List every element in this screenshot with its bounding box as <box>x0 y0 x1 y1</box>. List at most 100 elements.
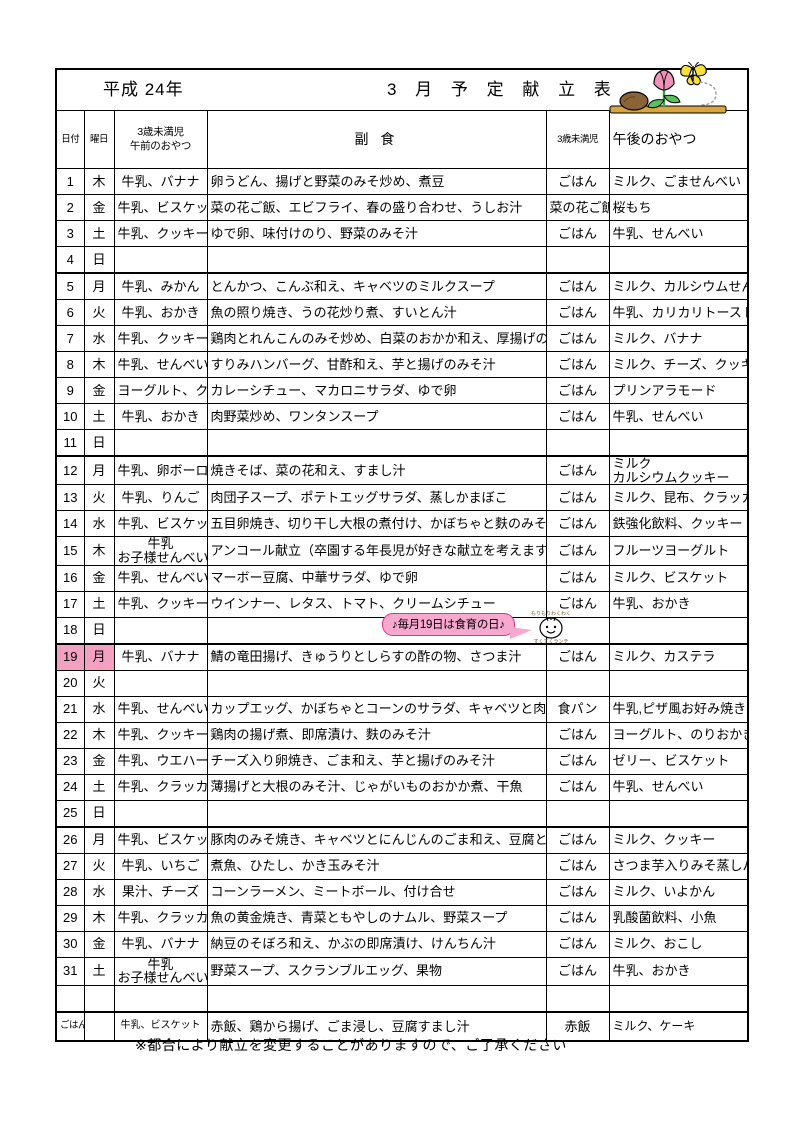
cell-main-dish: マーボー豆腐、中華サラダ、ゆで卵 <box>206 564 547 592</box>
table-row: 24土牛乳、クラッカー薄揚げと大根のみそ汁、じゃがいものおかか煮、干魚ごはん牛乳… <box>55 773 749 801</box>
cell-afternoon-snack: 牛乳、カリカリトースト <box>608 299 749 326</box>
cell-morning-snack: 牛乳、せんべい <box>113 351 208 378</box>
cell-day <box>83 1010 115 1042</box>
cell-staple <box>545 669 610 697</box>
cell-morning-snack: 牛乳、クッキー <box>113 220 208 247</box>
cell-afternoon-snack: ミルク、クッキー <box>608 826 749 854</box>
butterfly-icon <box>680 60 707 86</box>
cell-main-dish: 鯖の竜田揚げ、きゅうりとしらすの酢の物、さつま汁 <box>206 643 547 671</box>
cell-day: 月 <box>83 643 115 671</box>
cell-day: 土 <box>83 403 115 430</box>
cell-day: 月 <box>83 826 115 854</box>
cell-main-dish: 煮魚、ひたし、かき玉みそ汁 <box>206 852 547 880</box>
cell-staple: ごはん <box>545 721 610 749</box>
header-day: 曜日 <box>83 110 115 169</box>
cell-main-dish: コーンラーメン、ミートボール、付け合せ <box>206 878 547 906</box>
cell-morning-snack: 牛乳、ビスケット <box>113 826 208 854</box>
cell-date: 8 <box>55 351 85 378</box>
table-row: 9金ヨーグルト、クッキーカレーシチュー、マカロニサラダ、ゆで卵ごはんプリンアラモ… <box>55 377 749 404</box>
cell-day: 金 <box>83 930 115 958</box>
cell-day: 水 <box>83 510 115 538</box>
cell-day: 金 <box>83 564 115 592</box>
cell-date: 21 <box>55 695 85 723</box>
cell-day: 木 <box>83 721 115 749</box>
table-row <box>55 984 749 1013</box>
table-row: 5 月牛乳、みかん とんかつ、こんぶ和え、キャベツのミルクスープ ごはん ミルク、カルシ… <box>55 272 749 300</box>
cell-morning-snack: 牛乳、おかき <box>113 403 208 430</box>
cell-afternoon-snack: 牛乳、おかき <box>608 956 749 986</box>
cell-staple: 菜の花ご飯 <box>545 194 610 221</box>
shokuiku-bubble-text: ♪毎月19日は食育の日♪ <box>382 613 515 636</box>
cell-staple: ごはん <box>545 484 610 512</box>
cell-morning-snack <box>113 616 208 645</box>
cell-main-dish <box>206 984 547 1013</box>
cell-afternoon-snack: 桜もち <box>608 194 749 221</box>
cell-morning-snack: ヨーグルト、クッキー <box>113 377 208 404</box>
cell-day: 金 <box>83 747 115 775</box>
cell-afternoon-snack: 牛乳、せんべい <box>608 773 749 801</box>
cell-afternoon-snack: ヨーグルト、のりおかき <box>608 721 749 749</box>
table-header-row: 日付 曜日 3歳未満児 午前のおやつ 副 食 3歳未満児 午後のおやつ <box>55 110 749 169</box>
cell-morning-snack: 牛乳、ビスケット <box>113 510 208 538</box>
cell-afternoon-snack: 鉄強化飲料、クッキー <box>608 510 749 538</box>
header-date: 日付 <box>55 110 85 169</box>
cell-date: 3 <box>55 220 85 247</box>
cell-morning-snack: 牛乳、ビスケット <box>113 194 208 221</box>
cell-main-dish: ゆで卵、味付けのり、野菜のみそ汁 <box>206 220 547 247</box>
table-row: 31 土牛乳 お子様せんべい 野菜スープ、スクランブルエッグ、果物 ごはん 牛乳、おかき <box>55 956 749 986</box>
cell-afternoon-snack: ミルク、チーズ、クッキー <box>608 351 749 378</box>
cell-day: 水 <box>83 878 115 906</box>
cell-day: 木 <box>83 904 115 932</box>
cell-day: 水 <box>83 695 115 723</box>
cell-afternoon-snack: ミルク、カステラ <box>608 643 749 671</box>
page-title: 3 月 予 定 献 立 表 <box>387 80 618 100</box>
tulip-butterfly-illustration <box>608 60 748 117</box>
table-row: 10 土牛乳、おかき 肉野菜炒め、ワンタンスープ ごはん 牛乳、せんべい <box>55 403 749 430</box>
cell-morning-snack: 牛乳、せんべい <box>113 564 208 592</box>
cell-main-dish: 肉団子スープ、ポテトエッグサラダ、蒸しかまぼこ <box>206 484 547 512</box>
cell-date: 27 <box>55 852 85 880</box>
gohan-menu-row: ごはん献立牛乳、ビスケット赤飯、鶏から揚げ、ごま浸し、豆腐すまし汁赤飯ミルク、ケ… <box>55 1010 749 1042</box>
cell-staple: ごはん <box>545 168 610 195</box>
cell-morning-snack: 牛乳、クラッカー <box>113 773 208 801</box>
cell-date <box>55 984 85 1013</box>
cell-date: 26 <box>55 826 85 854</box>
cell-morning-snack: 牛乳、りんご <box>113 484 208 512</box>
cell-main-dish: 鶏肉の揚げ煮、即席漬け、麩のみそ汁 <box>206 721 547 749</box>
table-row: 7水牛乳、クッキー鶏肉とれんこんのみそ炒め、白菜のおかか和え、厚揚げのみそ汁ごは… <box>55 325 749 352</box>
cell-morning-snack <box>113 984 208 1013</box>
cell-morning-snack: 牛乳、ビスケット <box>113 1010 208 1042</box>
cell-date: 9 <box>55 377 85 404</box>
cell-date: 29 <box>55 904 85 932</box>
cell-morning-snack: 牛乳、クッキー <box>113 325 208 352</box>
cell-main-dish: 卵うどん、揚げと野菜のみそ炒め、煮豆 <box>206 168 547 195</box>
cell-staple: ごはん <box>545 536 610 566</box>
cell-day: 日 <box>83 616 115 645</box>
cell-morning-snack: 牛乳、みかん <box>113 272 208 300</box>
cell-morning-snack: 牛乳、ウエハース <box>113 747 208 775</box>
cell-main-dish: 鶏肉とれんこんのみそ炒め、白菜のおかか和え、厚揚げのみそ汁 <box>206 325 547 352</box>
table-row: 1 木牛乳、バナナ 卵うどん、揚げと野菜のみそ炒め、煮豆 ごはん ミルク、ごませんべい <box>55 168 749 195</box>
cell-day: 火 <box>83 484 115 512</box>
cell-morning-snack: 牛乳、クッキー <box>113 590 208 618</box>
svg-text:すくすくランチ: すくすくランチ <box>533 639 568 644</box>
cell-staple: ごはん <box>545 773 610 801</box>
cell-staple: ごはん <box>545 377 610 404</box>
cell-staple: ごはん <box>545 643 610 671</box>
cell-staple: ごはん <box>545 956 610 986</box>
cell-day: 月 <box>83 455 115 486</box>
footnote: ※都合により献立を変更することがありますので、ご了承ください <box>135 1037 567 1053</box>
cell-morning-snack: 牛乳、クッキー <box>113 721 208 749</box>
cell-staple: ごはん <box>545 564 610 592</box>
header-morning-snack-l1: 3歳未満児 <box>137 126 184 139</box>
header-morning-snack: 3歳未満児 午前のおやつ <box>113 110 208 169</box>
cell-morning-snack: 牛乳 お子様せんべい <box>113 956 208 986</box>
table-row: 2金牛乳、ビスケット菜の花ご飯、エビフライ、春の盛り合わせ、うしお汁菜の花ご飯桜… <box>55 194 749 221</box>
cell-afternoon-snack: フルーツヨーグルト <box>608 536 749 566</box>
table-row: 19 月牛乳、バナナ 鯖の竜田揚げ、きゅうりとしらすの酢の物、さつま汁 ごはん ミルク、… <box>55 643 749 671</box>
cell-afternoon-snack: 牛乳、せんべい <box>608 220 749 247</box>
cell-date: 5 <box>55 272 85 300</box>
